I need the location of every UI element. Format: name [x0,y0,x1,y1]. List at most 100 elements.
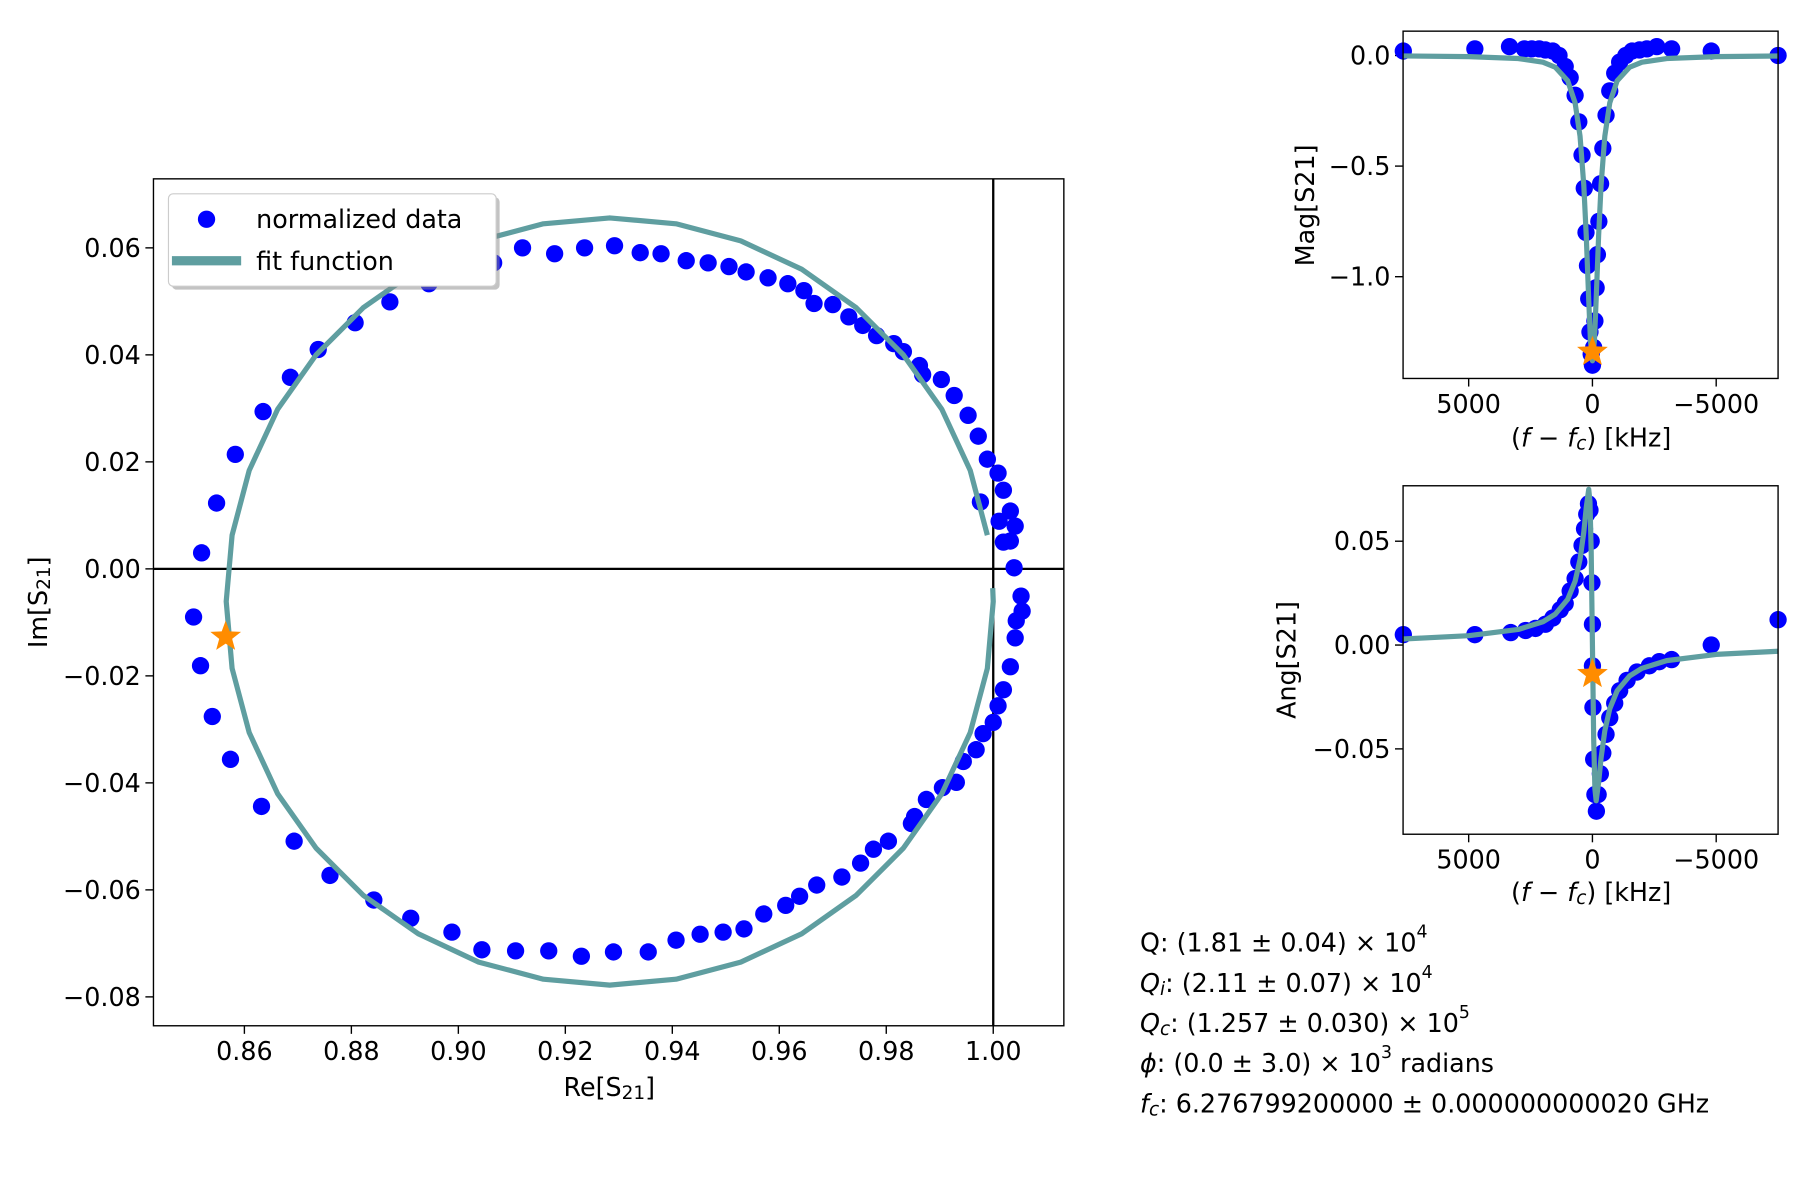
data-point [381,293,399,311]
data-point [639,943,657,961]
text-part: ( [1511,877,1521,907]
text-part: : (2.11 ± 0.07) × 10 [1165,968,1422,998]
fit-line [223,215,996,988]
data-point [1012,587,1030,605]
data-point [1006,517,1024,535]
data-point [805,294,823,313]
data-point [737,263,755,281]
fit-line [1402,486,1779,804]
data-point [226,445,244,464]
text-part: 21 [34,566,55,589]
y-tick-label: −0.04 [63,768,141,798]
x-tick-label: 0.90 [430,1036,487,1066]
data-point [506,942,525,960]
data-point [851,854,870,872]
data-point [1001,502,1020,520]
fit-parameter: Qc: (1.257 ± 0.030) × 105 [1140,1003,1470,1041]
data-point [540,942,558,960]
y-tick-label: −1.0 [1329,262,1391,292]
data-point [191,657,210,675]
x-tick-label: 0.94 [644,1036,701,1066]
highlight-star [1577,335,1608,365]
y-tick-label: 0.04 [84,340,140,370]
data-point [824,295,842,314]
x-tick-label: 1.00 [965,1036,1022,1066]
text-part: i [1160,979,1166,1000]
data-point [1702,636,1720,654]
text-part: − [1530,877,1567,907]
x-tick-label: 0 [1584,845,1600,875]
data-point [285,832,303,850]
text-part: Q: (1.81 ± 0.04) × 10 [1140,928,1416,958]
highlight-star [210,620,242,650]
x-tick-label: 0.88 [323,1036,380,1066]
data-point [1007,612,1025,630]
y-tick-label: 0.05 [1334,526,1391,556]
fit-parameter: Q: (1.81 ± 0.04) × 104 [1140,922,1427,957]
data-point [545,245,564,263]
data-point [203,707,221,726]
data-point [945,386,963,405]
data-point [840,308,858,326]
text-part: c [1149,1100,1159,1121]
data-point [779,275,797,293]
data-point [720,257,738,276]
x-tick-label: 0.96 [751,1036,808,1066]
text-part: 21 [622,1083,645,1104]
data-point [833,868,851,886]
text-part: c [1160,1019,1170,1040]
data-point [513,239,532,257]
data-point [959,406,977,424]
legend-label: fit function [256,246,394,276]
data-point [990,512,1008,530]
fit-parameter: fc: 6.276799200000 ± 0.000000000020 GHz [1140,1088,1709,1120]
data-point [994,681,1013,699]
fit-parameter: Qi: (2.11 ± 0.07) × 104 [1140,962,1433,1000]
data-point [1005,559,1023,577]
data-point [989,697,1007,715]
data-point [321,866,339,885]
x-tick-label: 5000 [1436,389,1501,419]
text-part: 4 [1416,922,1427,942]
text-part: 5 [1459,1003,1470,1023]
data-point [575,239,594,257]
data-point [473,941,491,959]
y-tick-label: −0.02 [63,661,141,691]
y-tick-label: −0.06 [63,875,141,905]
data-point [443,923,461,941]
text-part: ϕ [1140,1048,1157,1078]
text-part: radians [1392,1048,1494,1078]
y-tick-label: 0.02 [84,447,140,477]
data-point [699,254,717,272]
text-part: Q [1140,968,1160,998]
data-point [735,920,753,938]
data-point [1006,629,1024,647]
data-point [984,713,1002,732]
legend-marker [197,210,216,228]
text-part: ) [kHz] [1586,422,1671,452]
data-point [967,741,985,759]
text-part: ( [1511,422,1521,452]
data-point [969,427,987,445]
plot-frame [1402,485,1779,835]
data-point [932,370,951,389]
x-tick-label: 0.98 [858,1036,915,1066]
data-point [254,402,272,421]
plot-background [153,178,1064,1026]
x-tick-label: −5000 [1673,845,1759,875]
data-point [1648,37,1666,56]
text-part: : (0.0 ± 3.0) × 10 [1157,1048,1381,1078]
y-axis-label: Im[S21] [23,557,55,649]
y-axis-label: Mag[S21] [1290,145,1320,267]
x-tick-label: 0.86 [216,1036,273,1066]
text-part: 3 [1381,1043,1392,1063]
data-point [252,797,271,816]
data-point [994,533,1013,551]
y-tick-label: −0.5 [1329,151,1391,181]
data-point [808,876,826,894]
data-point [207,494,226,512]
x-tick-label: 0 [1584,389,1600,419]
y-tick-label: 0.00 [1334,630,1391,660]
data-point [947,773,965,791]
data-point [631,244,649,262]
